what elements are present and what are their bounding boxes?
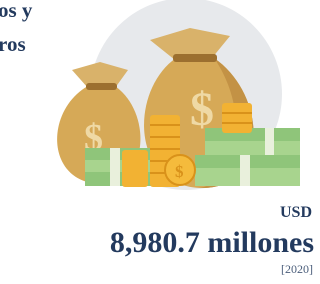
infographic: os y ros $ $ (0, 0, 320, 279)
svg-text:$: $ (175, 162, 184, 181)
money-illustration: $ $ $ (57, 0, 300, 190)
year: [2020] (281, 262, 313, 276)
title-line: os y (0, 0, 33, 22)
amount: 8,980.7 millones (110, 226, 314, 259)
title-line: ros (0, 32, 26, 56)
currency: USD (280, 204, 312, 221)
